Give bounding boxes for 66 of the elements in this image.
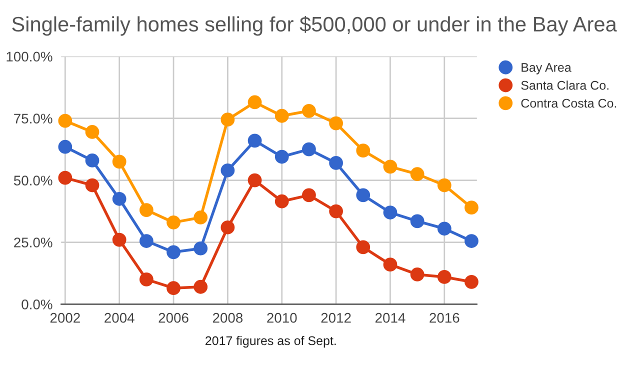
point bbox=[464, 234, 478, 248]
x-tick-label: 2004 bbox=[104, 312, 134, 323]
point bbox=[464, 200, 478, 215]
point bbox=[220, 112, 235, 127]
point bbox=[248, 173, 262, 188]
point bbox=[112, 192, 126, 206]
point bbox=[274, 150, 289, 164]
point bbox=[85, 154, 100, 168]
x-tick-label: 2010 bbox=[267, 312, 297, 323]
point bbox=[139, 203, 154, 217]
point bbox=[383, 160, 398, 174]
point bbox=[383, 258, 398, 272]
point bbox=[437, 222, 452, 236]
point bbox=[274, 194, 289, 208]
x-tick-label: 2008 bbox=[212, 312, 243, 323]
y-tick-label: 75.0% bbox=[14, 114, 52, 124]
point bbox=[58, 140, 72, 154]
point bbox=[356, 188, 370, 202]
point bbox=[194, 280, 208, 294]
legend-label: Bay Area bbox=[522, 63, 572, 74]
point bbox=[112, 154, 126, 169]
point bbox=[383, 206, 398, 220]
point bbox=[302, 104, 316, 118]
point bbox=[166, 281, 180, 296]
point bbox=[220, 220, 235, 234]
point bbox=[274, 108, 289, 123]
point bbox=[248, 134, 262, 148]
point bbox=[329, 116, 343, 130]
point bbox=[437, 178, 452, 192]
text: 2017 figures as of Sept. bbox=[206, 336, 336, 348]
point bbox=[58, 170, 72, 185]
point bbox=[248, 95, 262, 110]
point bbox=[85, 125, 100, 139]
x-tick-label: 2014 bbox=[375, 312, 406, 323]
point bbox=[166, 245, 180, 260]
x-tick-label: 2002 bbox=[50, 312, 80, 323]
chart-title: Single-family homes selling for $500,000 or under in the Bay Area bbox=[12, 16, 617, 36]
point bbox=[302, 188, 316, 202]
x-tick-label: 2006 bbox=[158, 312, 188, 323]
legend-label: Contra Costa Co. bbox=[521, 98, 616, 108]
point bbox=[194, 242, 208, 256]
point bbox=[410, 167, 424, 182]
point bbox=[437, 270, 452, 284]
point bbox=[302, 142, 316, 156]
point bbox=[464, 274, 478, 289]
y-tick-label: 100.0% bbox=[6, 52, 52, 62]
point bbox=[166, 215, 180, 230]
y-tick-label: 0.0% bbox=[22, 300, 52, 310]
point bbox=[356, 144, 370, 158]
x-tick-label: 2016 bbox=[430, 312, 460, 323]
y-tick-label: 50.0% bbox=[14, 176, 52, 186]
point bbox=[356, 240, 370, 254]
point bbox=[112, 232, 126, 247]
legend-label: Santa Clara Co. bbox=[521, 80, 608, 90]
point bbox=[85, 178, 100, 192]
y-tick-label: 25.0% bbox=[14, 238, 52, 248]
point bbox=[220, 163, 235, 178]
point bbox=[194, 210, 208, 224]
point bbox=[139, 234, 154, 248]
point bbox=[58, 114, 72, 128]
x-tick-label: 2012 bbox=[321, 312, 351, 323]
point bbox=[410, 214, 424, 228]
point bbox=[410, 268, 424, 282]
point bbox=[329, 156, 343, 170]
point bbox=[139, 272, 154, 286]
point bbox=[329, 204, 343, 218]
